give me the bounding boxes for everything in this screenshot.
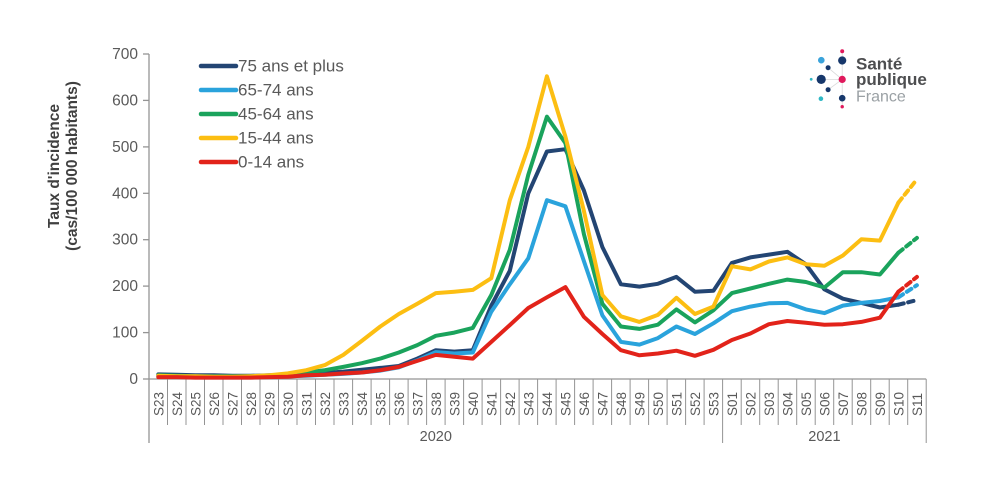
svg-text:75 ans et plus: 75 ans et plus [238, 57, 344, 76]
svg-text:S10: S10 [891, 392, 906, 416]
svg-text:S36: S36 [392, 392, 407, 416]
svg-text:S40: S40 [466, 392, 481, 416]
svg-text:S38: S38 [429, 392, 444, 416]
svg-text:Taux d'incidence: Taux d'incidence [46, 104, 63, 228]
svg-text:S03: S03 [762, 392, 777, 416]
svg-text:S31: S31 [299, 392, 314, 416]
svg-text:S28: S28 [244, 392, 259, 416]
svg-text:S26: S26 [207, 392, 222, 416]
svg-text:S30: S30 [281, 392, 296, 416]
svg-text:700: 700 [112, 46, 138, 63]
svg-text:S07: S07 [836, 392, 851, 416]
svg-text:S47: S47 [595, 392, 610, 416]
svg-text:65-74 ans: 65-74 ans [238, 81, 314, 100]
svg-text:S04: S04 [780, 391, 795, 416]
svg-text:S11: S11 [910, 393, 925, 416]
svg-text:S49: S49 [632, 392, 647, 416]
svg-text:S42: S42 [503, 392, 518, 416]
svg-text:S25: S25 [188, 392, 203, 416]
svg-text:S51: S51 [669, 392, 684, 416]
svg-text:publique: publique [856, 70, 927, 89]
svg-text:S39: S39 [447, 392, 462, 416]
svg-text:S41: S41 [484, 392, 499, 416]
svg-text:S27: S27 [225, 392, 240, 416]
svg-text:S53: S53 [706, 392, 721, 416]
svg-text:S09: S09 [873, 392, 888, 416]
svg-text:S34: S34 [355, 391, 370, 416]
svg-text:Santé: Santé [856, 55, 902, 74]
svg-text:S05: S05 [799, 392, 814, 416]
svg-text:S50: S50 [651, 392, 666, 416]
svg-text:500: 500 [112, 139, 138, 156]
svg-text:(cas/100 000 habitants): (cas/100 000 habitants) [64, 81, 81, 251]
svg-text:200: 200 [112, 278, 138, 295]
svg-text:45-64 ans: 45-64 ans [238, 105, 314, 124]
svg-text:S32: S32 [318, 392, 333, 416]
svg-text:0-14 ans: 0-14 ans [238, 153, 304, 172]
svg-text:100: 100 [112, 325, 138, 342]
svg-text:S43: S43 [521, 392, 536, 416]
svg-text:S06: S06 [817, 392, 832, 416]
svg-text:S48: S48 [614, 392, 629, 416]
svg-text:0: 0 [129, 371, 138, 388]
svg-text:S35: S35 [373, 392, 388, 416]
svg-text:S52: S52 [688, 392, 703, 416]
svg-text:S24: S24 [170, 391, 185, 416]
svg-text:S23: S23 [151, 392, 166, 416]
svg-text:2021: 2021 [808, 429, 840, 445]
svg-text:300: 300 [112, 232, 138, 249]
svg-text:2020: 2020 [420, 429, 452, 445]
svg-text:S08: S08 [854, 392, 869, 416]
svg-text:400: 400 [112, 185, 138, 202]
svg-text:S45: S45 [558, 392, 573, 416]
svg-text:15-44 ans: 15-44 ans [238, 129, 314, 148]
svg-text:S01: S01 [725, 392, 740, 416]
svg-text:S37: S37 [410, 392, 425, 416]
svg-text:S02: S02 [743, 392, 758, 416]
svg-text:S46: S46 [577, 392, 592, 416]
svg-text:S44: S44 [540, 391, 555, 416]
svg-text:S29: S29 [262, 392, 277, 416]
svg-text:France: France [856, 89, 906, 106]
svg-text:600: 600 [112, 92, 138, 109]
svg-text:S33: S33 [336, 392, 351, 416]
